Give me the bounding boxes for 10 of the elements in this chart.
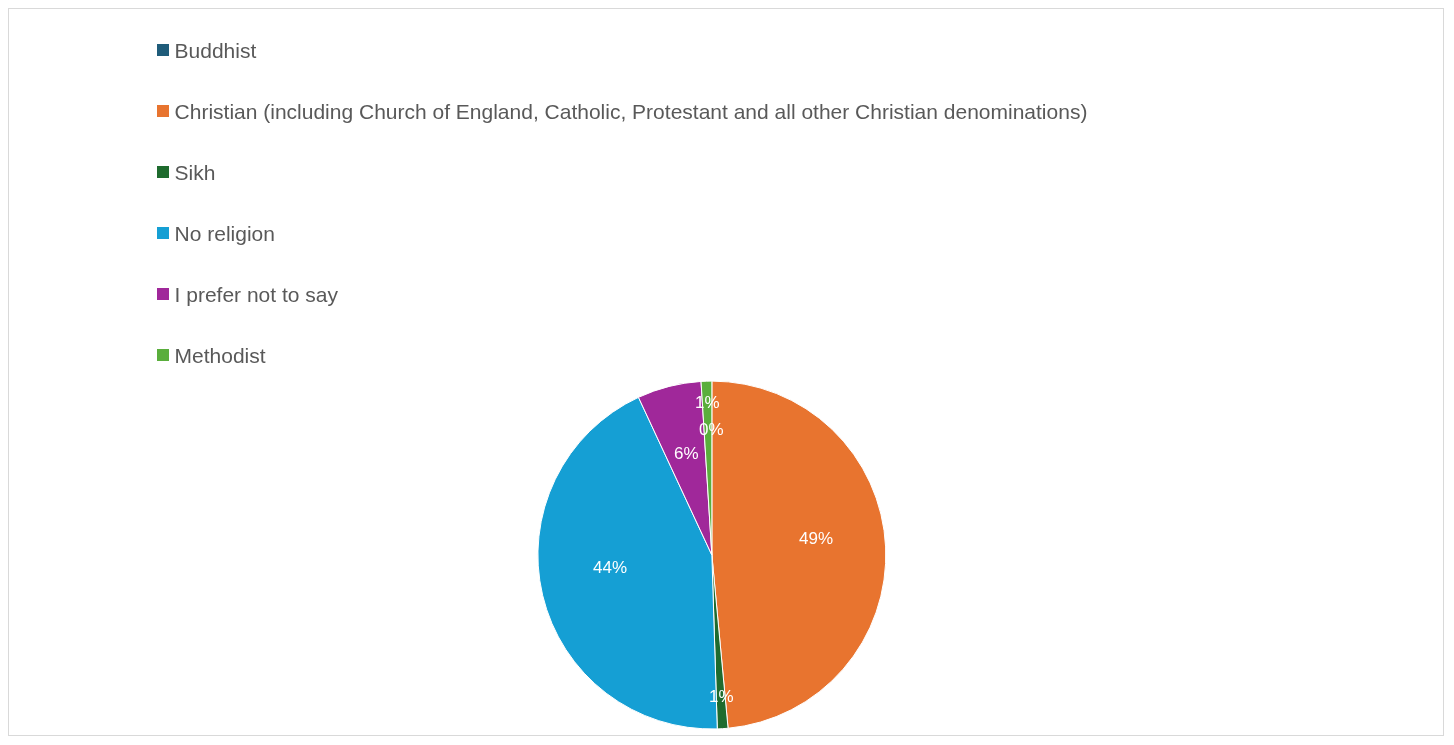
legend-label: Christian (including Church of England, Catholic, Protestant and all other Christian denominations) — [174, 100, 1088, 124]
legend-label: Buddhist — [174, 39, 257, 63]
data-label: 44% — [593, 558, 628, 577]
data-label: 49% — [799, 529, 834, 548]
legend-label: Sikh — [174, 161, 216, 185]
data-label: 6% — [674, 444, 699, 463]
data-label: 1% — [709, 687, 734, 706]
legend-label: No religion — [174, 222, 275, 246]
legend-label: I prefer not to say — [174, 283, 338, 307]
legend-label: Methodist — [174, 344, 266, 368]
